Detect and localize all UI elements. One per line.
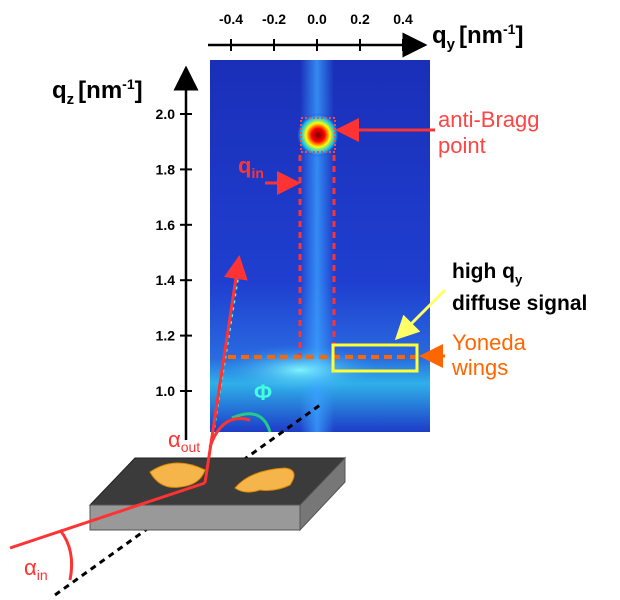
polygon <box>90 505 300 530</box>
tspan: wings <box>451 355 508 380</box>
tspan: y <box>447 36 456 53</box>
tspan: [nm <box>459 22 503 49</box>
path <box>60 530 72 580</box>
qy-tick-label: 0.4 <box>393 11 413 27</box>
qz-tick-label: 1.6 <box>156 217 176 233</box>
qy-tick-label: -0.2 <box>262 11 286 27</box>
tspan: point <box>438 133 486 158</box>
tspan: y <box>515 272 523 287</box>
qz-tick-label: 1.2 <box>156 328 176 344</box>
qz-tick-label: 1.4 <box>156 272 176 288</box>
qz-tick-label: 2.0 <box>156 106 176 122</box>
qy-tick-label: -0.4 <box>219 11 243 27</box>
tspan: out <box>181 439 201 455</box>
tspan: -1 <box>122 76 135 92</box>
tspan: -1 <box>503 21 516 37</box>
tspan: z <box>67 91 75 108</box>
tspan: ] <box>135 77 143 104</box>
text: Φ <box>254 380 272 405</box>
tspan: in <box>37 567 48 583</box>
tspan: q <box>432 22 447 49</box>
text: αin <box>24 555 48 583</box>
text: αout <box>168 427 200 455</box>
tspan: [nm <box>78 77 122 104</box>
detector-image <box>210 60 430 432</box>
tspan: in <box>251 165 263 181</box>
text: high qy diffuse signal <box>452 260 587 315</box>
tspan: q <box>52 77 67 104</box>
tspan: q <box>238 153 251 178</box>
tspan: α <box>24 555 37 580</box>
tspan: Yoneda <box>452 330 527 355</box>
qy-tick-label: 0.2 <box>350 11 370 27</box>
gisaxs-diagram: -0.4-0.20.00.20.42.01.81.61.41.21.0 qy[n… <box>0 0 620 600</box>
tspan: α <box>168 427 181 452</box>
tspan: diffuse signal <box>452 292 587 315</box>
qz-label: qz[nm-1] <box>52 76 143 108</box>
qy-tick-label: 0.0 <box>307 11 327 27</box>
qy-label: qy[nm-1] <box>432 21 523 53</box>
tspan: anti-Bragg <box>438 107 540 132</box>
tspan: high q <box>452 260 515 283</box>
qz-tick-label: 1.8 <box>156 161 176 177</box>
circle <box>296 113 340 157</box>
tspan: ] <box>515 22 523 49</box>
qz-tick-label: 1.0 <box>156 383 176 399</box>
